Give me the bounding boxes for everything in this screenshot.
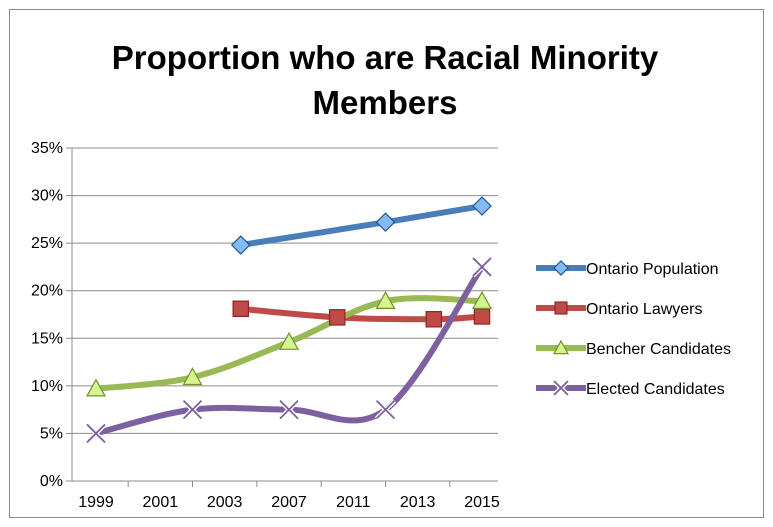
legend-label-ontario-lawyers: Ontario Lawyers: [586, 301, 703, 318]
y-tick-label: 5%: [40, 425, 63, 442]
y-tick-label: 20%: [31, 283, 63, 300]
data-point-ontario-lawyers: [473, 308, 491, 325]
series-line-ontario-lawyers: [237, 305, 485, 323]
y-tick-label: 0%: [40, 473, 63, 490]
legend-label-elected-candidates: Elected Candidates: [586, 381, 725, 398]
x-marker-stroke: [182, 400, 203, 420]
x-tick-label: 2015: [464, 494, 500, 511]
chart-title: Proportion who are Racial Minority Membe…: [111, 39, 659, 121]
x-tick-label: 2007: [271, 494, 307, 511]
series-line-ontario-population: [237, 203, 485, 249]
x-marker-stroke: [375, 400, 396, 420]
x-marker-stroke: [86, 423, 106, 444]
y-tick-label: 30%: [31, 188, 63, 205]
legend-label-bencher-candidates: Bencher Candidates: [586, 341, 731, 358]
data-point-bencher-candidates: [278, 331, 300, 350]
legend: Ontario Population Ontario Lawyers Bencher…: [536, 260, 731, 398]
x-marker-stroke: [553, 380, 569, 396]
data-point-ontario-population: [472, 196, 492, 216]
x-marker-stroke: [472, 257, 492, 277]
data-point-elected-candidates: [278, 399, 300, 421]
data-point-elected-candidates: [181, 399, 204, 421]
legend-marker-bencher-candidates: [552, 339, 570, 355]
y-tick-label: 10%: [31, 378, 63, 395]
data-point-elected-candidates: [471, 256, 493, 278]
data-point-bencher-candidates: [85, 378, 107, 397]
x-axis-ticks: 1999 2001 2003 2007 2011 2013 2015: [78, 481, 500, 511]
legend-marker-ontario-population: [553, 260, 569, 276]
gridlines: [72, 147, 498, 434]
y-tick-label: 25%: [31, 235, 63, 252]
data-point-bencher-candidates: [375, 290, 396, 309]
x-tick-label: 2001: [143, 494, 179, 511]
data-point-bencher-candidates: [182, 367, 203, 386]
data-point-bencher-candidates: [471, 290, 493, 309]
data-point-ontario-population: [230, 235, 251, 255]
y-tick-label: 35%: [31, 140, 63, 157]
x-tick-label: 2011: [336, 494, 371, 511]
series-markers: [85, 196, 493, 445]
series-lines: [93, 203, 485, 437]
legend-label-ontario-population: Ontario Population: [586, 261, 719, 278]
data-point-elected-candidates: [85, 422, 107, 445]
data-point-ontario-lawyers: [329, 309, 346, 326]
data-point-ontario-lawyers: [232, 300, 250, 318]
data-point-ontario-population: [375, 212, 396, 233]
data-point-ontario-lawyers: [425, 311, 443, 328]
x-tick-label: 2013: [400, 494, 436, 511]
series-line-elected-candidates: [93, 263, 485, 437]
y-tick-label: 15%: [31, 330, 63, 347]
x-tick-label: 1999: [78, 494, 114, 511]
x-tick-label: 2003: [207, 494, 243, 511]
legend-marker-elected-candidates: [552, 379, 570, 397]
axes: [71, 148, 498, 482]
legend-marker-ontario-lawyers: [554, 301, 568, 315]
data-point-elected-candidates: [374, 399, 397, 421]
x-marker-stroke: [279, 400, 299, 420]
y-axis-ticks: 0% 5% 10% 15% 20% 25% 30% 35%: [31, 140, 72, 490]
